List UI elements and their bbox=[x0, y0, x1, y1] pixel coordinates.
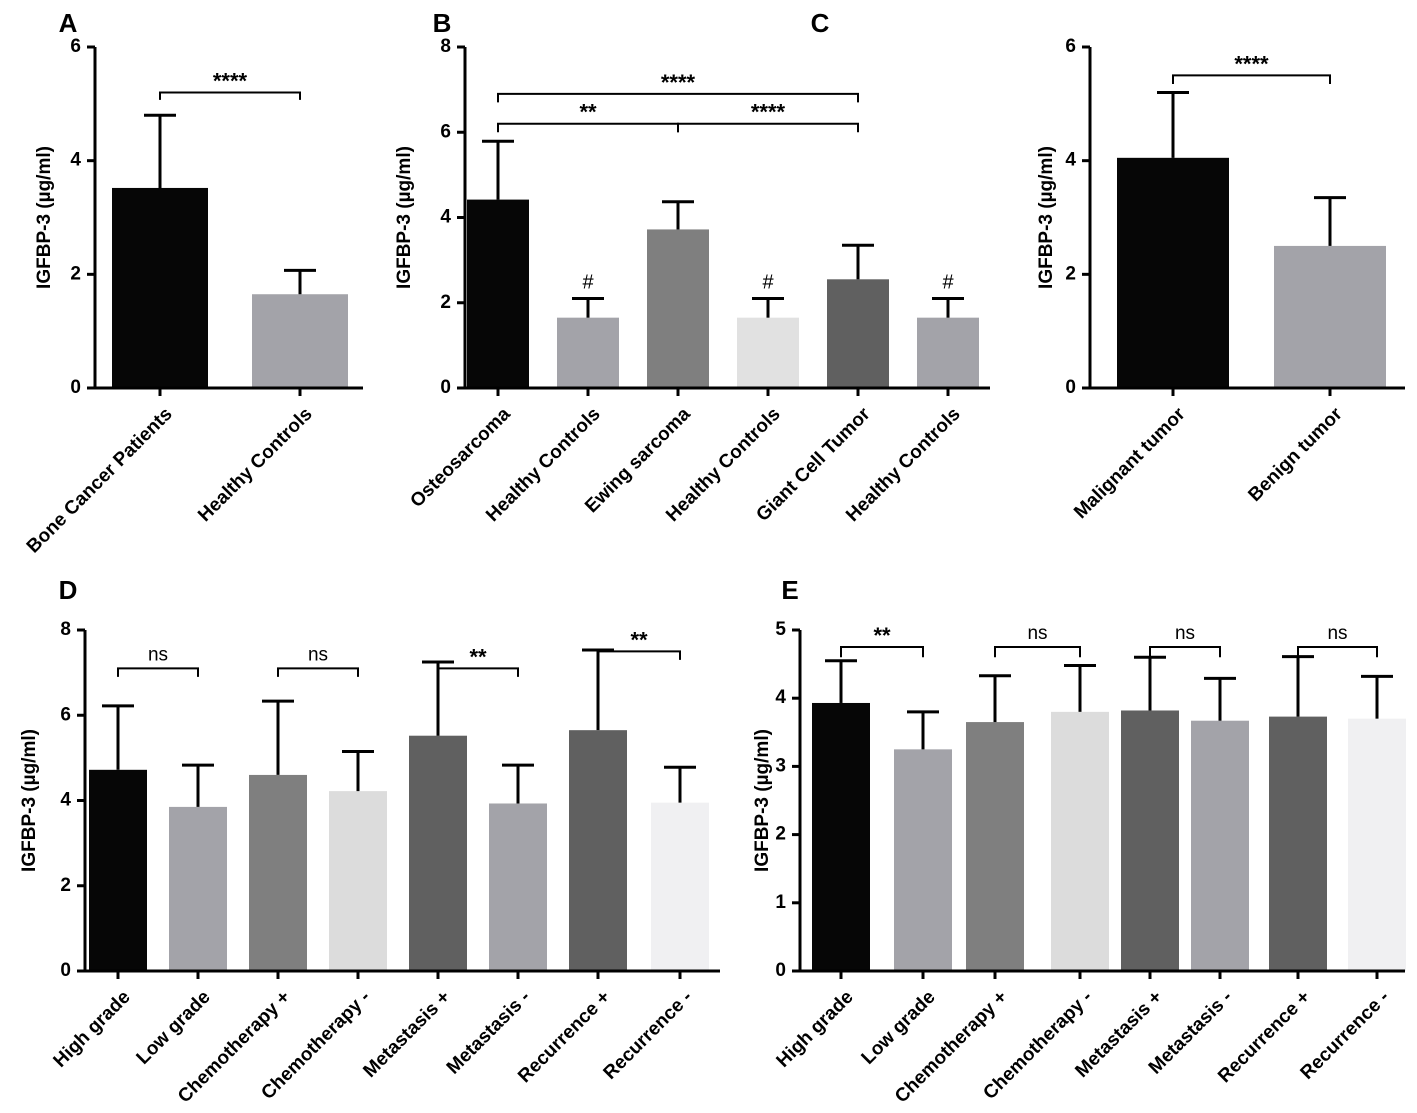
panel-d-ytick-label-0: 0 bbox=[60, 960, 71, 981]
panel-d-bracket-3 bbox=[597, 650, 681, 660]
panel-d-bracket-2 bbox=[437, 667, 519, 677]
panel-d-bar-7 bbox=[651, 802, 709, 971]
panel-d-ytick-label-2: 4 bbox=[60, 790, 71, 811]
panel-a-bar-0 bbox=[112, 187, 208, 388]
panel-b-ytick-label-4: 8 bbox=[440, 36, 451, 57]
panel-d-ytick-label-1: 2 bbox=[60, 875, 71, 896]
panel-d-bracket-1 bbox=[277, 667, 359, 677]
panel-e-letter: E bbox=[781, 575, 798, 605]
panel-e-bracket-3 bbox=[1297, 646, 1378, 658]
panel-b-bar-5 bbox=[917, 317, 979, 388]
panel-e-sig-label-2: ns bbox=[1175, 623, 1195, 644]
panel-c-ytick-label-3: 6 bbox=[1065, 36, 1076, 57]
panel-b-bar-1 bbox=[557, 317, 619, 388]
panel-b-bar-4 bbox=[827, 279, 889, 388]
panel-d-ylabel: IGFBP-3 (µg/ml) bbox=[19, 729, 40, 872]
panel-e-ytick-label-3: 3 bbox=[775, 755, 786, 776]
panel-e-bracket-2 bbox=[1149, 646, 1221, 658]
panel-a-sig-label-0: **** bbox=[213, 68, 248, 93]
panel-a-ytick-label-1: 2 bbox=[70, 263, 81, 284]
panel-e-bar-2 bbox=[966, 722, 1024, 971]
panel-c-ytick-label-0: 0 bbox=[1065, 377, 1076, 398]
panel-a-ylabel: IGFBP-3 (µg/ml) bbox=[34, 146, 55, 289]
panel-d-ytick-label-4: 8 bbox=[60, 619, 71, 640]
panel-e-bracket-0 bbox=[840, 646, 924, 658]
panel-e-bar-4 bbox=[1121, 710, 1179, 971]
panel-d-sig-label-2: ** bbox=[469, 644, 487, 669]
panel-c-ylabel: IGFBP-3 (µg/ml) bbox=[1036, 146, 1057, 289]
panel-d-category-label-1: Low grade bbox=[133, 987, 215, 1069]
panel-a-letter: A bbox=[59, 8, 78, 38]
panel-b-sigmark-5: # bbox=[942, 271, 954, 293]
panel-b-bracket-0 bbox=[497, 122, 679, 133]
panel-e-sig-label-0: ** bbox=[873, 623, 891, 648]
panel-e-sig-label-3: ns bbox=[1327, 623, 1347, 644]
panel-c-ytick-label-1: 2 bbox=[1065, 263, 1076, 284]
panel-e-bar-1 bbox=[894, 749, 952, 971]
panel-e-ytick-label-1: 1 bbox=[775, 892, 786, 913]
panel-e-bracket-1 bbox=[994, 646, 1081, 658]
panel-a-bracket-0 bbox=[159, 91, 301, 100]
panel-e-category-label-0: High grade bbox=[773, 987, 858, 1072]
panel-a-bar-1 bbox=[252, 294, 348, 388]
panel-e-ylabel: IGFBP-3 (µg/ml) bbox=[752, 729, 773, 872]
panel-d-bar-3 bbox=[329, 791, 387, 971]
panel-e-bar-7 bbox=[1348, 718, 1406, 971]
panel-b-bar-2 bbox=[647, 229, 709, 388]
panel-c-sig-label-0: **** bbox=[1234, 51, 1269, 76]
panel-c-bracket-0 bbox=[1172, 74, 1331, 84]
panel-b-ylabel: IGFBP-3 (µg/ml) bbox=[394, 146, 415, 289]
panel-b-ytick-label-2: 4 bbox=[440, 207, 451, 228]
panel-d-bar-2 bbox=[249, 774, 307, 971]
panel-d-bar-0 bbox=[89, 769, 147, 971]
panel-d-sig-label-3: ** bbox=[630, 627, 648, 652]
panel-e-bar-3 bbox=[1051, 711, 1109, 971]
panel-b-sig-label-1: **** bbox=[751, 100, 786, 125]
panel-b-ytick-label-1: 2 bbox=[440, 292, 451, 313]
panel-b-bracket-1 bbox=[677, 122, 859, 133]
panel-b-sig-label-2: **** bbox=[661, 70, 696, 95]
panel-c-category-label-0: Malignant tumor bbox=[1070, 403, 1190, 523]
panel-b-bar-0 bbox=[467, 199, 529, 388]
panel-d-bar-1 bbox=[169, 806, 227, 971]
panel-b-sigmark-1: # bbox=[582, 271, 594, 293]
panel-b-sig-label-0: ** bbox=[579, 100, 597, 125]
panel-c-category-label-1: Benign tumor bbox=[1244, 403, 1347, 506]
panel-e-ytick-label-4: 4 bbox=[775, 687, 786, 708]
panel-e-sig-label-1: ns bbox=[1027, 623, 1047, 644]
panel-a-category-label-0: Bone Cancer Patients bbox=[23, 404, 177, 558]
panel-d-bracket-0 bbox=[117, 667, 199, 677]
panel-b-bar-3 bbox=[737, 317, 799, 388]
panel-d-bar-6 bbox=[569, 730, 627, 971]
panel-e-bar-0 bbox=[812, 702, 870, 971]
panel-a-ytick-label-3: 6 bbox=[70, 36, 81, 57]
panel-d-category-label-0: High grade bbox=[50, 987, 135, 1072]
panel-b-ytick-label-3: 6 bbox=[440, 121, 451, 142]
panel-d-bar-5 bbox=[489, 803, 547, 971]
panel-c-bar-0 bbox=[1117, 157, 1229, 388]
panel-c-ytick-label-2: 4 bbox=[1065, 150, 1076, 171]
panel-d-letter: D bbox=[59, 575, 78, 605]
panel-b-letter: B bbox=[433, 8, 452, 38]
panel-e-ytick-label-0: 0 bbox=[775, 960, 786, 981]
panel-b-sigmark-3: # bbox=[762, 271, 774, 293]
panel-e-ytick-label-2: 2 bbox=[775, 824, 786, 845]
panel-b-bracket-2 bbox=[497, 92, 859, 103]
panel-c-letter: C bbox=[811, 8, 830, 38]
panel-a-category-label-1: Healthy Controls bbox=[194, 404, 316, 526]
panel-d-bar-4 bbox=[409, 735, 467, 971]
panel-a-ytick-label-0: 0 bbox=[70, 377, 81, 398]
panel-c-bar-1 bbox=[1274, 245, 1386, 388]
panel-d-sig-label-0: ns bbox=[148, 644, 168, 665]
panel-e-ytick-label-5: 5 bbox=[775, 619, 786, 640]
panel-a-ytick-label-2: 4 bbox=[70, 150, 81, 171]
panel-e-bar-5 bbox=[1191, 720, 1249, 971]
panel-d-ytick-label-3: 6 bbox=[60, 704, 71, 725]
panel-e-bar-6 bbox=[1269, 716, 1327, 971]
panel-b-ytick-label-0: 0 bbox=[440, 377, 451, 398]
panel-d-sig-label-1: ns bbox=[308, 644, 328, 665]
